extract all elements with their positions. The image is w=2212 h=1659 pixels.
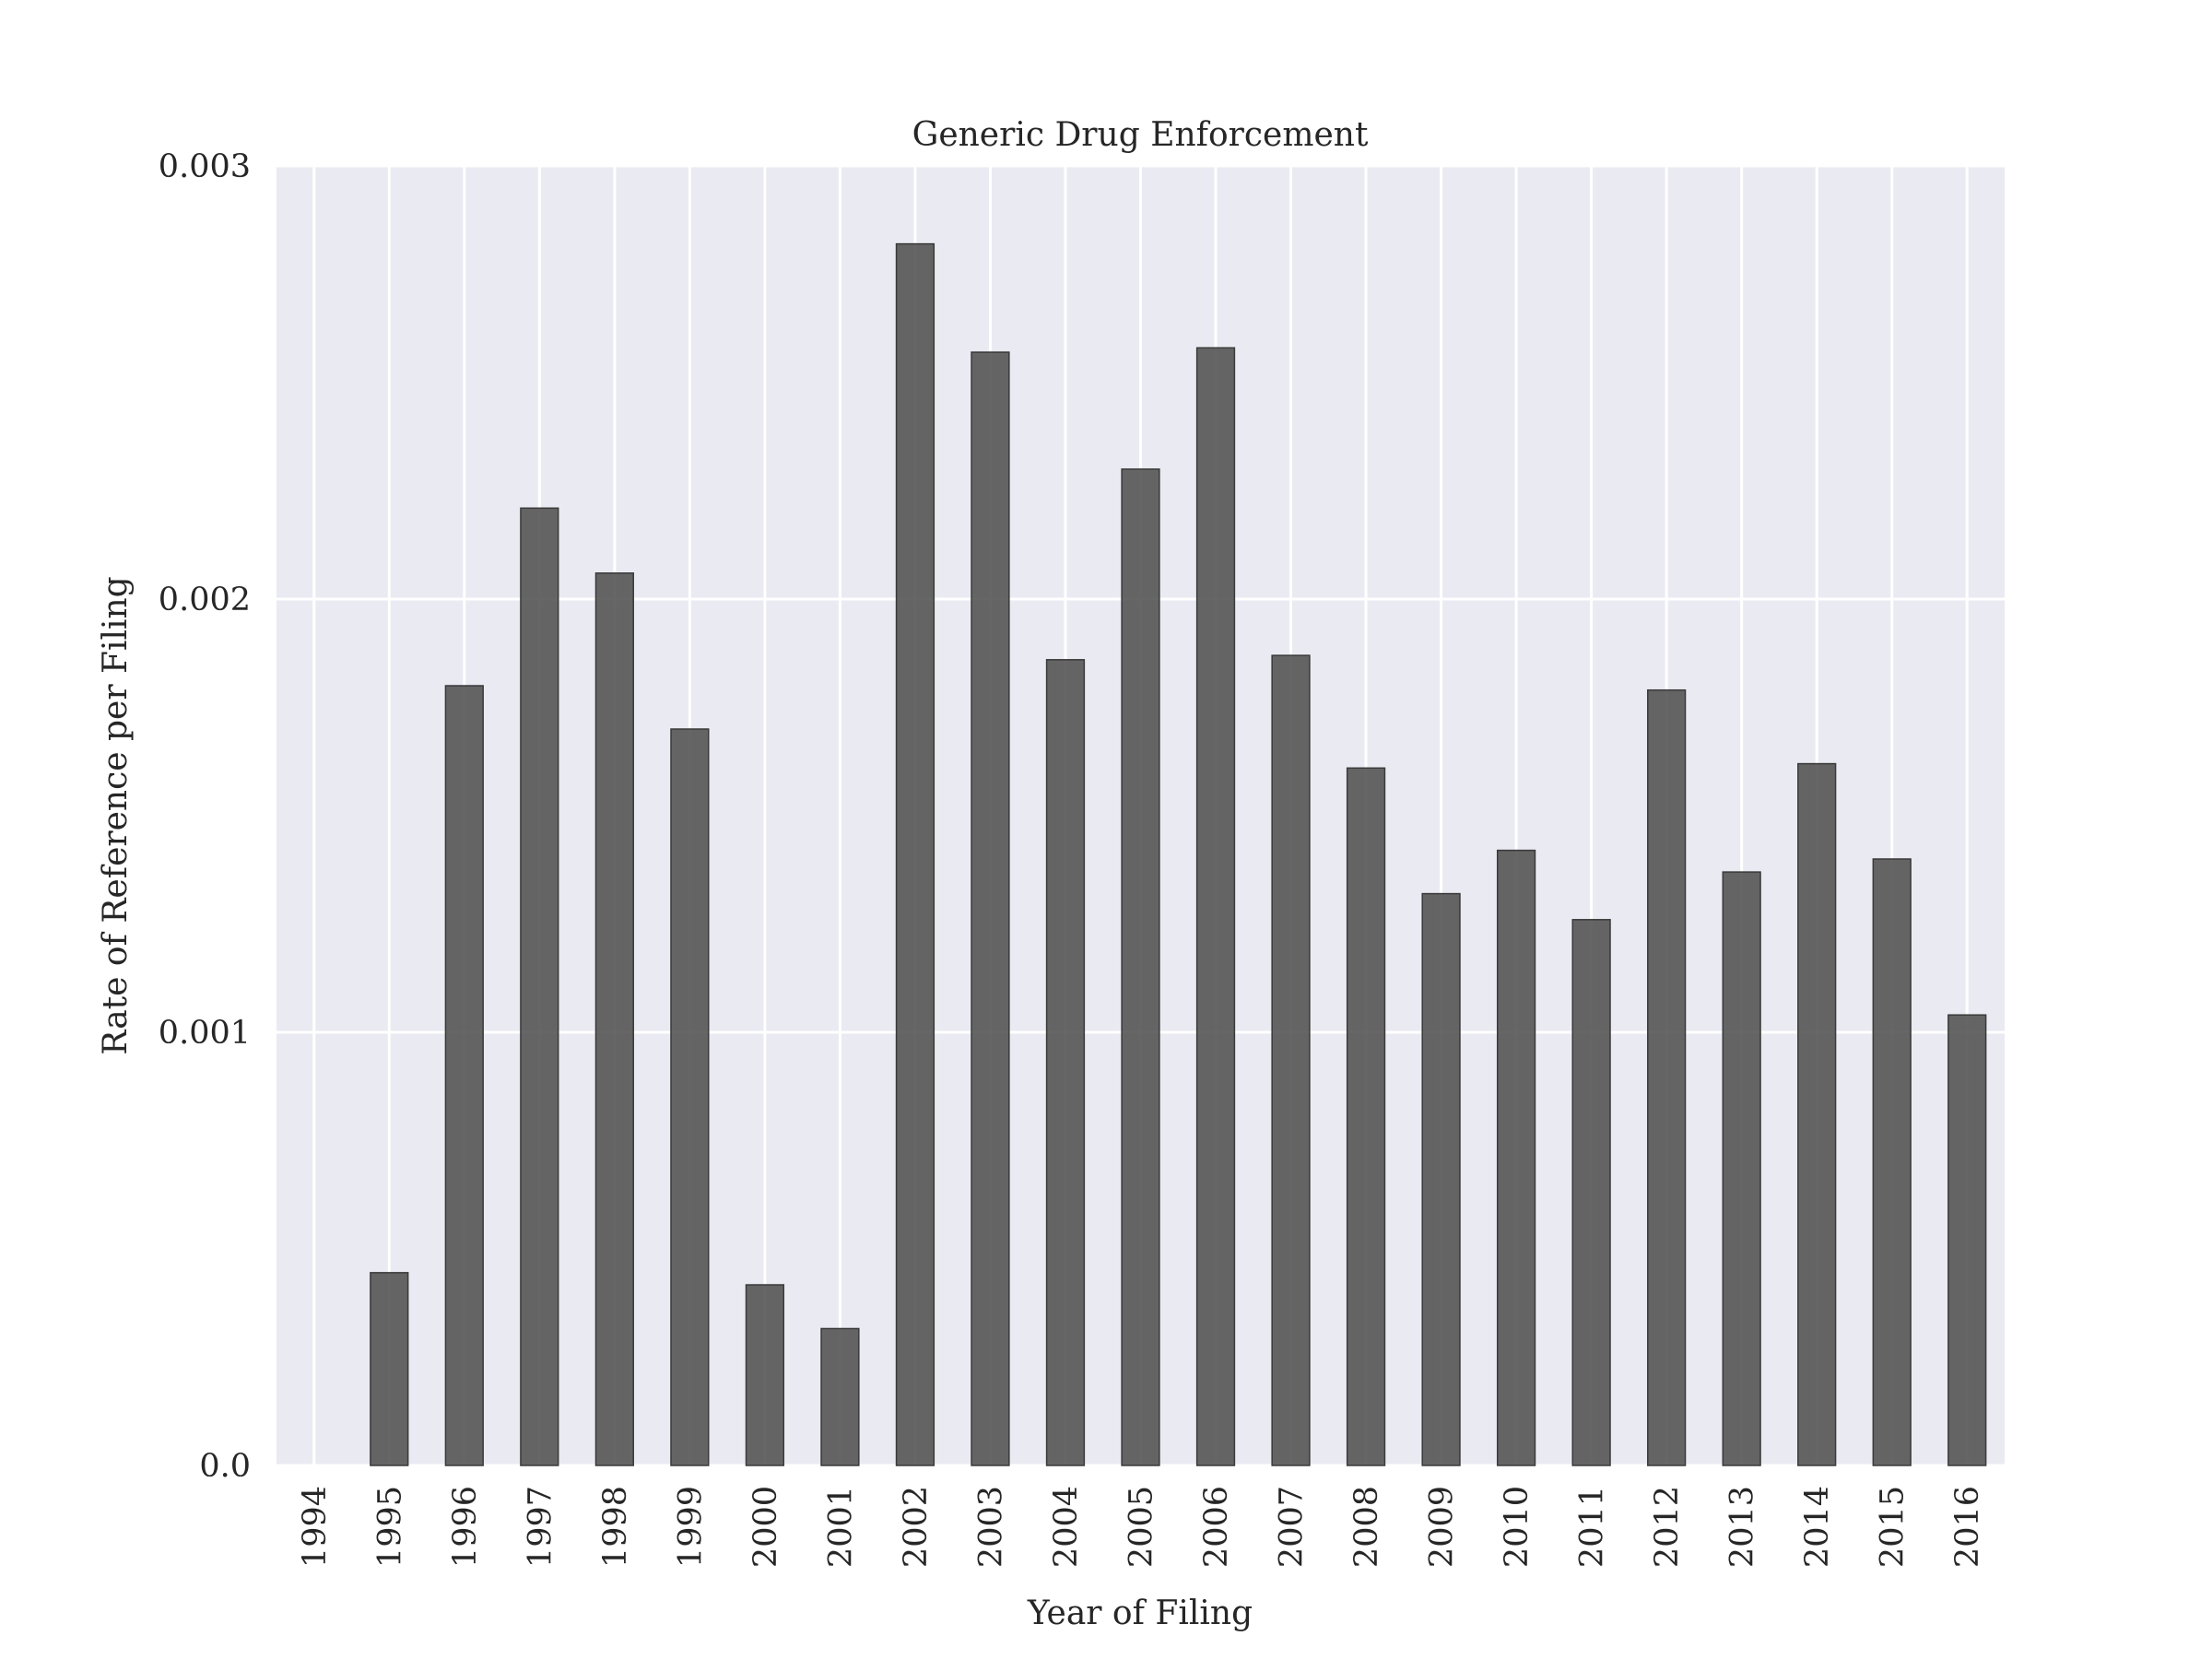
bars: [370, 242, 1987, 1466]
x-tick-label: 1997: [522, 1486, 559, 1568]
bar-1996: [444, 685, 484, 1466]
x-tick-label: 2009: [1424, 1486, 1461, 1568]
bar-2005: [1121, 468, 1160, 1466]
bar-1995: [370, 1272, 409, 1466]
bar-2008: [1346, 767, 1386, 1466]
x-tick-label: 1996: [447, 1486, 484, 1568]
bar-1998: [594, 572, 634, 1466]
bar-2002: [895, 242, 935, 1466]
bar-2015: [1872, 858, 1912, 1466]
x-axis-title: Year of Filing: [1027, 1594, 1253, 1632]
x-tick-label: 2002: [898, 1486, 935, 1568]
bar-2011: [1571, 919, 1611, 1466]
x-tick-label: 2005: [1124, 1486, 1160, 1568]
bar-1997: [520, 507, 559, 1466]
bar-2009: [1421, 892, 1461, 1466]
x-tick-label: 1999: [672, 1486, 709, 1568]
x-tick-label: 2012: [1649, 1486, 1686, 1568]
x-tick-label: 2000: [747, 1486, 784, 1568]
x-tick-label: 2003: [972, 1486, 1009, 1568]
bar-2003: [971, 351, 1010, 1466]
x-tick-label: 2015: [1875, 1486, 1912, 1568]
x-tick-label: 2014: [1799, 1486, 1836, 1568]
x-tick-label: 2008: [1348, 1486, 1385, 1568]
y-tick-label: 0.001: [159, 1015, 251, 1052]
y-tick-label: 0.002: [159, 582, 251, 618]
bar-2016: [1947, 1014, 1987, 1466]
y-tick-label: 0.0: [199, 1448, 251, 1485]
y-axis-title: Rate of Reference per Filing: [97, 576, 135, 1054]
y-tick-label: 0.003: [159, 148, 251, 185]
x-tick-label: 2006: [1198, 1486, 1235, 1568]
bar-2012: [1647, 688, 1687, 1466]
x-tick-label: 2013: [1724, 1486, 1761, 1568]
bar-1999: [670, 728, 710, 1466]
x-tick-label: 2016: [1949, 1486, 1986, 1568]
bar-2007: [1271, 654, 1311, 1466]
x-tick-labels: 1994 1995 1996 1997 1998 1999 2000 2001 2002 2003…: [297, 1486, 1986, 1568]
x-tick-label: 2007: [1274, 1486, 1311, 1568]
x-tick-label: 1995: [371, 1486, 408, 1568]
x-tick-label: 2004: [1048, 1486, 1085, 1568]
x-tick-label: 2001: [822, 1486, 859, 1568]
y-tick-labels: 0.0 0.001 0.002 0.003: [159, 148, 251, 1485]
bar-2000: [745, 1284, 785, 1466]
chart-title: Generic Drug Enforcement: [912, 116, 1369, 154]
bar-2001: [820, 1327, 860, 1466]
x-tick-label: 2010: [1499, 1486, 1535, 1568]
bar-2013: [1722, 871, 1761, 1466]
bar-2004: [1045, 659, 1086, 1466]
bar-2006: [1195, 347, 1236, 1466]
bar-2014: [1797, 762, 1837, 1466]
x-tick-label: 1994: [297, 1486, 334, 1568]
x-tick-label: 2011: [1574, 1486, 1611, 1568]
bar-2010: [1496, 849, 1536, 1466]
x-tick-label: 1998: [597, 1486, 634, 1568]
